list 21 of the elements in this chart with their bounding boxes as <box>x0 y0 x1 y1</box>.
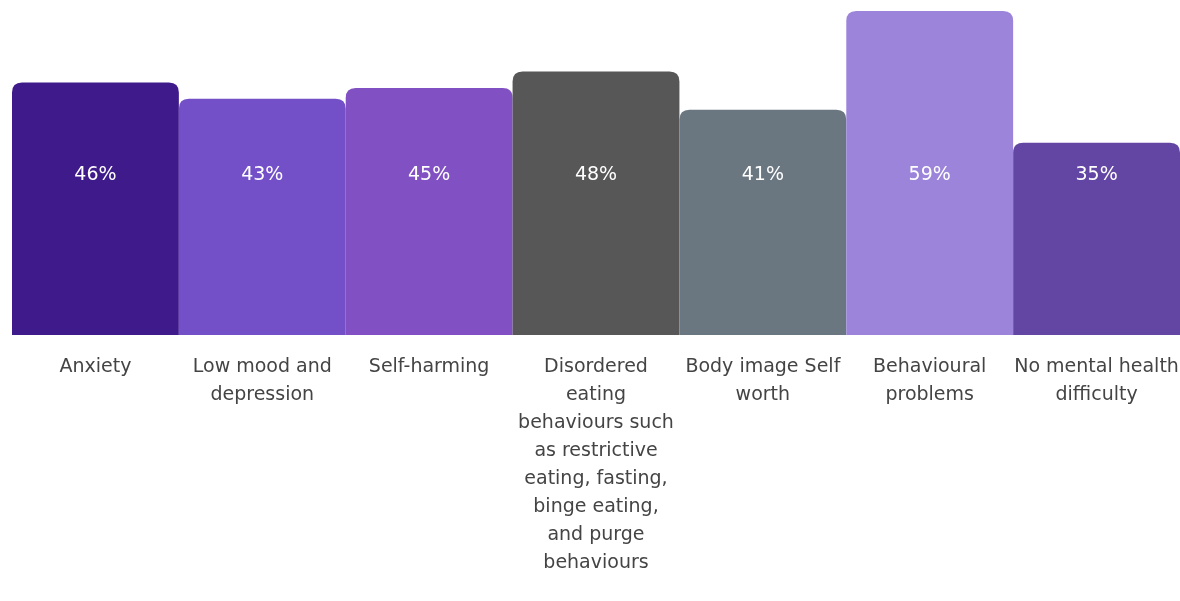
x-tick-label: Disordered eating behaviours such as restrictive eating, fasting, binge eating, and purge behaviours <box>518 354 674 572</box>
data-label: 41% <box>741 162 784 184</box>
x-tick-label: Low mood and depression <box>192 354 332 404</box>
data-label: 35% <box>1075 162 1118 184</box>
bar <box>512 71 680 335</box>
x-tick-label: Body image Self worth <box>685 354 842 404</box>
data-label: 59% <box>908 162 951 184</box>
data-label: 46% <box>74 162 117 184</box>
bar <box>178 98 346 335</box>
data-label: 45% <box>408 162 451 184</box>
x-tick-label: No mental health difficulty <box>1014 354 1179 404</box>
data-label: 48% <box>574 162 618 184</box>
x-tick-label: Self-harming <box>368 354 490 376</box>
bar <box>1013 142 1180 335</box>
bar <box>679 109 847 335</box>
x-tick-label: Behavioural problems <box>873 354 987 404</box>
data-label: 43% <box>241 162 284 184</box>
bar <box>846 11 1014 335</box>
bar <box>345 87 513 335</box>
x-tick-label: Anxiety <box>59 354 132 376</box>
bar <box>12 82 179 335</box>
